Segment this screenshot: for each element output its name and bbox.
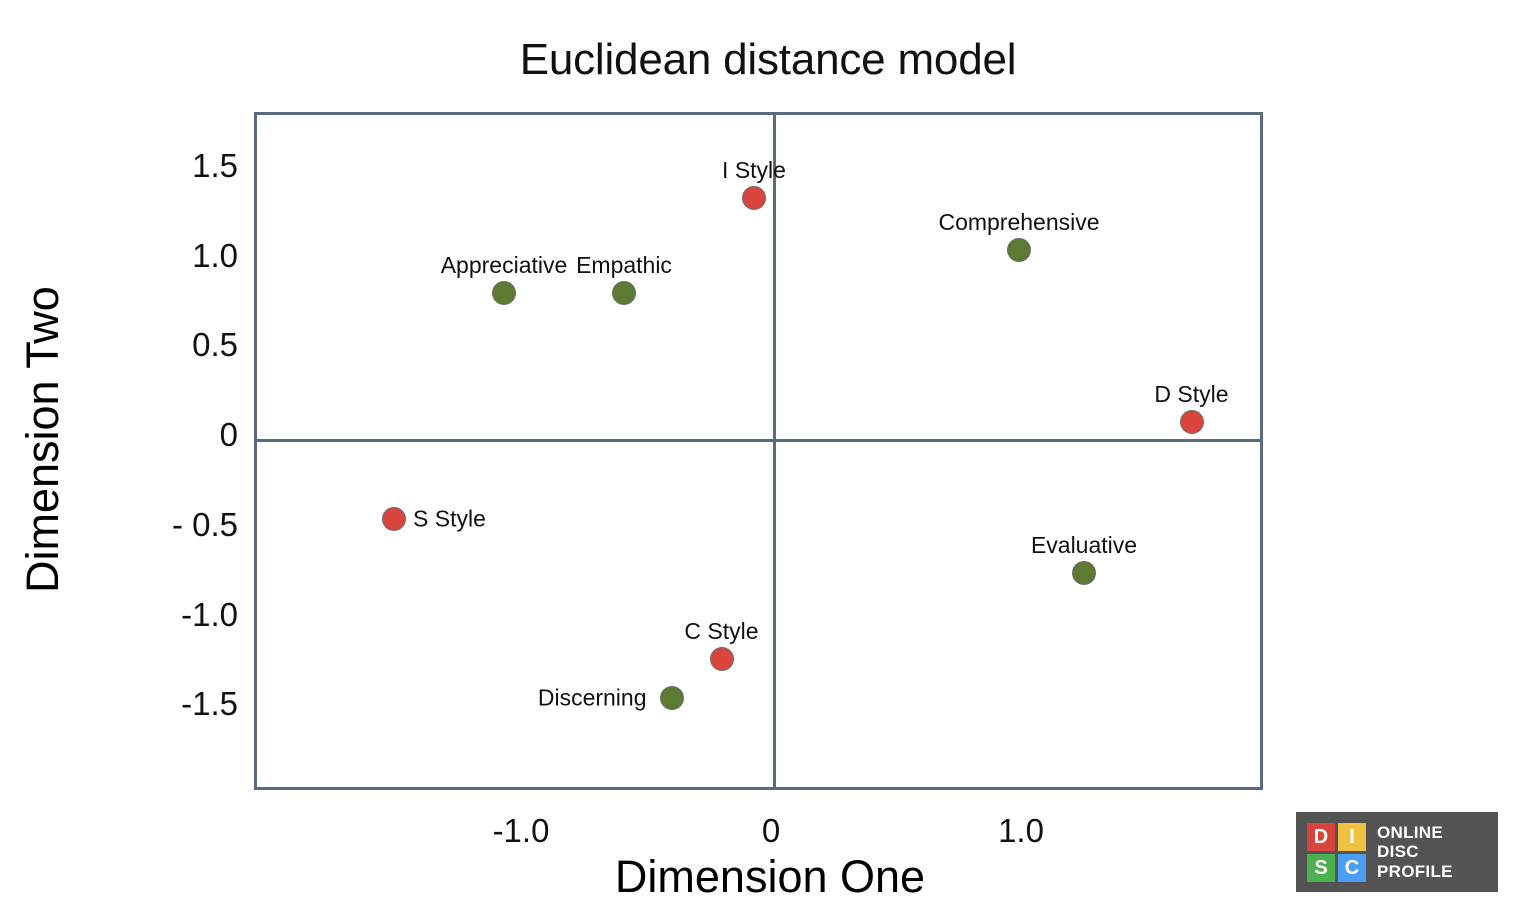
logo-line-1: ONLINE (1377, 823, 1444, 843)
logo-square-i: I (1338, 822, 1366, 851)
x-tick-label: 0 (761, 812, 781, 849)
page-title: Euclidean distance model (519, 35, 1017, 84)
data-point-label: D Style (1154, 381, 1229, 408)
data-point-label: S Style (413, 505, 486, 532)
y-tick-label: 1.0 (192, 236, 238, 274)
logo-square-s: S (1307, 853, 1335, 882)
y-tick-label: 0.5 (192, 326, 238, 364)
data-point (1007, 237, 1031, 262)
vertical-zero-axis (772, 115, 776, 787)
data-point (1179, 410, 1204, 435)
data-point (382, 506, 406, 531)
y-tick-label: -1.5 (181, 685, 238, 723)
data-point (742, 185, 766, 210)
y-tick-label: -1.0 (181, 595, 238, 633)
data-point (492, 280, 516, 305)
data-point (1072, 560, 1096, 585)
data-point-label: Evaluative (1030, 531, 1138, 558)
x-tick-label: -1.0 (492, 812, 550, 849)
horizontal-zero-axis (257, 438, 1260, 442)
logo-line-2: DISC (1377, 842, 1419, 862)
data-point-label: C Style (684, 617, 759, 644)
data-point-label: Discerning (537, 684, 647, 711)
y-axis-title: Dimension Two (17, 286, 68, 593)
data-point-label: Comprehensive (938, 208, 1100, 235)
logo-square-c: C (1338, 853, 1366, 882)
data-point-label: Appreciative (440, 251, 568, 278)
data-point (709, 646, 734, 671)
logo-line-3: PROFILE (1377, 861, 1453, 881)
x-tick-label: 1.0 (998, 812, 1044, 849)
data-point-label: I Style (722, 156, 786, 183)
y-tick-label: 0 (219, 416, 238, 453)
logo-text: ONLINE DISC PROFILE (1377, 823, 1453, 881)
y-tick-label: - 0.5 (171, 505, 238, 543)
y-tick-label: 1.5 (192, 146, 238, 184)
data-point-label: Empathic (576, 251, 672, 278)
plot-area: I Style D Style S Style C Style Appreciative… (254, 112, 1263, 790)
x-axis-title: Dimension One (614, 851, 926, 902)
logo-square-d: D (1307, 822, 1335, 851)
data-point (612, 280, 636, 305)
data-point (659, 686, 684, 711)
